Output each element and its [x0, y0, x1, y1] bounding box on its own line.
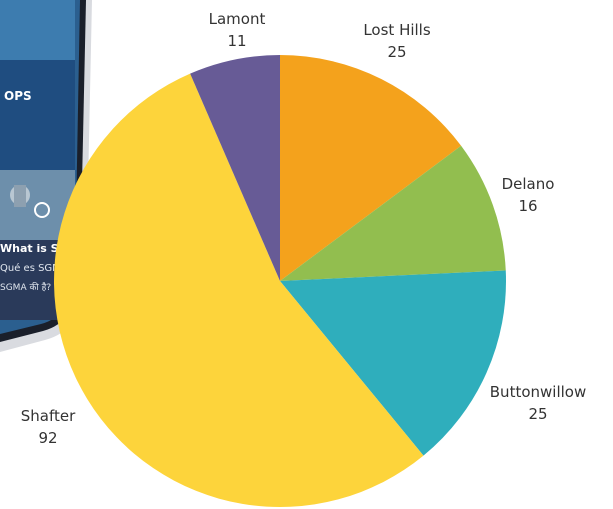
pie-slice-shafter [53, 73, 424, 508]
slice-value-shafter: 92 [38, 429, 57, 447]
slice-value-delano: 16 [518, 197, 537, 215]
pie-slice-lost-hills [280, 55, 462, 281]
slice-value-lamont: 11 [227, 32, 246, 50]
slice-label-buttonwillow: Buttonwillow [490, 383, 586, 401]
tablet-text-hindi: SGMA की है? [0, 281, 51, 293]
slice-label-delano: Delano [502, 175, 555, 193]
pie-slices [53, 55, 507, 508]
tablet-text-ops: OPS [4, 89, 32, 103]
slice-label-lost-hills: Lost Hills [363, 21, 431, 39]
slice-label-shafter: Shafter [21, 407, 76, 425]
pie-slice-lamont [190, 55, 280, 281]
slice-label-lamont: Lamont [209, 10, 266, 28]
pie-labels: Lost Hills 25 Delano 16 Buttonwillow 25 Shafte… [21, 10, 586, 447]
pie-slice-delano [280, 145, 506, 281]
pie-slice-buttonwillow [280, 270, 507, 456]
slice-value-buttonwillow: 25 [528, 405, 547, 423]
slice-value-lost-hills: 25 [387, 43, 406, 61]
tablet-text-que-es: Qué es SGMA [0, 262, 68, 274]
